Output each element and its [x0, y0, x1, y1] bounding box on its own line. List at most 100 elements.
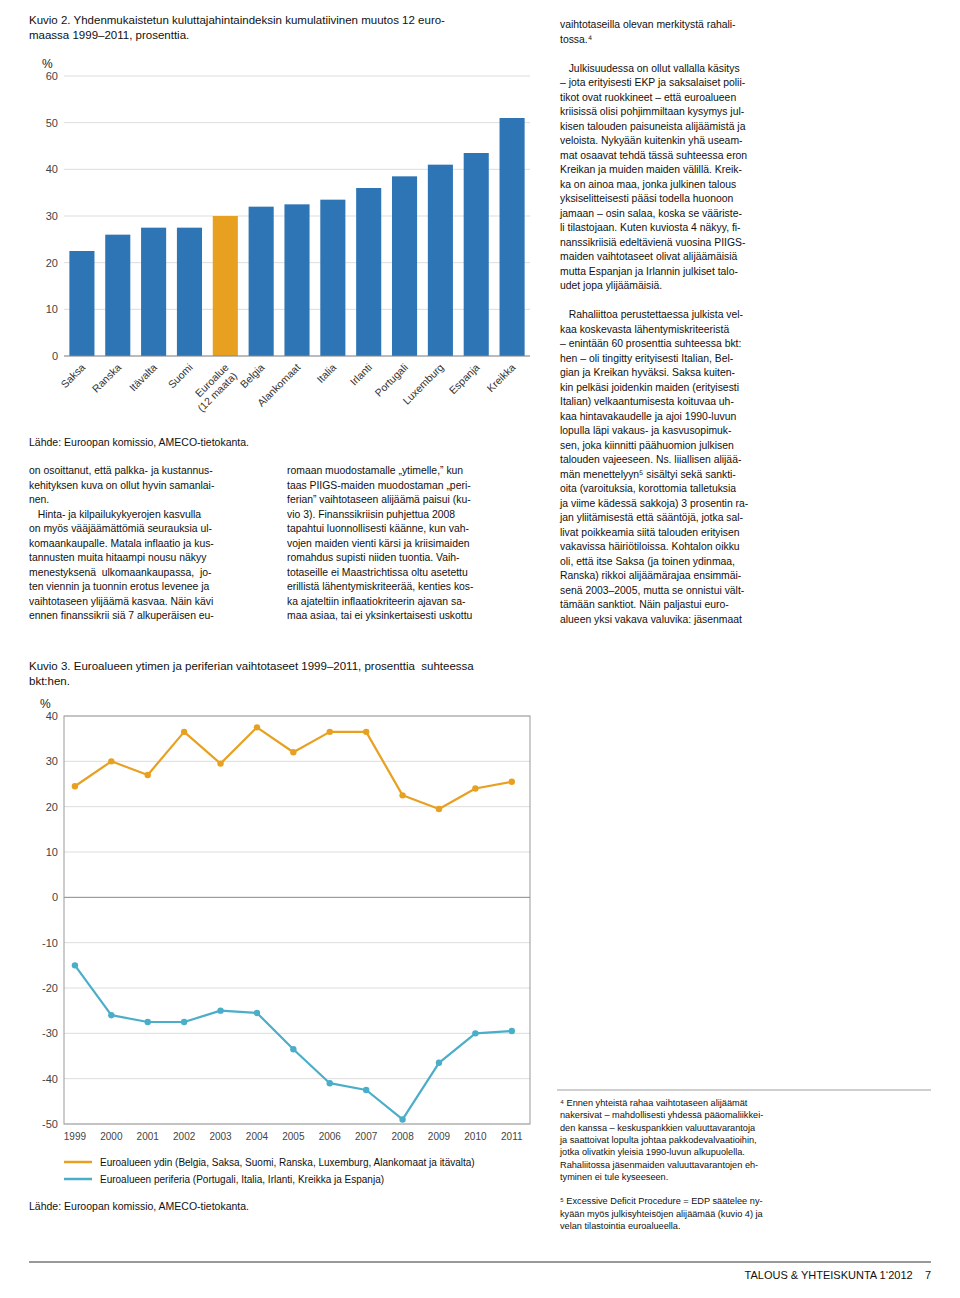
tick-label: Luxemburg — [400, 361, 446, 407]
bar — [284, 204, 309, 356]
point — [254, 1010, 260, 1016]
line-chart: Kuvio 3. Euroalueen ytimen ja periferian… — [29, 660, 530, 1212]
tick-label: Ranska — [90, 361, 124, 395]
text-line: oita (varoituksia, korottomia talletuksi… — [560, 483, 736, 494]
chart-title-line: bkt:hen. — [29, 675, 70, 687]
text-line: kin pelkäsi joidenkin maiden (erityisest… — [560, 382, 739, 393]
point — [363, 1087, 369, 1093]
point — [181, 729, 187, 735]
grid-line — [64, 1078, 530, 1079]
tick-label-line: (12 maata) — [195, 369, 239, 413]
text-line: romaan muodostamalle „ytimelle,” kun — [287, 465, 463, 476]
tick-label: 2009 — [428, 1131, 451, 1142]
tick-label-line: Itävalta — [127, 361, 160, 394]
tick-label: 2000 — [100, 1131, 123, 1142]
chart-title-line: Kuvio 2. Yhdenmukaistetun kuluttajahinta… — [29, 14, 445, 26]
point — [399, 792, 405, 798]
grid-line — [64, 1033, 530, 1034]
point — [472, 785, 478, 791]
text-line: kaa hintavakaudelle ja ajoi 1990-luvun — [560, 411, 736, 422]
text-line: – jota erityisesti EKP ja saksalaiset po… — [560, 77, 745, 88]
text-line: senä 2003–2005, mutta se onnistui vält- — [560, 585, 744, 596]
series-line — [75, 965, 512, 1119]
text-line: hen – oli tingitty erityisesti Italian, … — [560, 353, 733, 364]
text-line: livat poikkeamia siitä talouden erityise… — [560, 527, 740, 538]
tick-label: -10 — [42, 937, 58, 949]
text-line: vaihtotaseilla olevan merkitystä rahali- — [560, 19, 736, 30]
text-line: vakavissa häiriötiloissa. Kohtalon oikku — [560, 541, 740, 552]
text-line: nen. — [29, 494, 49, 505]
tick-label: -50 — [42, 1118, 58, 1130]
text-line: ennen finanssikrii siä 7 alkuperäisen eu… — [29, 610, 214, 621]
chart-title-line: maassa 1999–2011, prosenttia. — [29, 29, 189, 41]
bar — [69, 251, 94, 356]
tick-label: Espanja — [446, 361, 481, 396]
source: Lähde: Euroopan komissio, AMECO-tietokan… — [29, 436, 249, 448]
tick-label-line: Kreikka — [484, 361, 517, 394]
text-line: jamaan – osin salaa, koska se vääriste- — [559, 208, 742, 219]
tick-label: Belgia — [237, 361, 266, 390]
text-line: Kreikan ja muiden maiden välillä. Kreik- — [560, 164, 742, 175]
bar — [500, 118, 525, 356]
text-line: kriisissä olisi pohjimmiltaan kysymys ju… — [560, 106, 744, 117]
grid-line — [64, 356, 530, 357]
tick-label: -30 — [42, 1027, 58, 1039]
text-line: ferian” vaihtotaseen alijäämä paisui (ku… — [287, 494, 471, 505]
text-line: män menettelyyn⁵ sisältyi sekä sankti- — [560, 469, 736, 480]
bar — [249, 207, 274, 356]
grid-line — [64, 169, 530, 170]
tick-label: Saksa — [58, 361, 87, 390]
grid-line — [64, 76, 530, 77]
point — [399, 1116, 405, 1122]
bar — [356, 188, 381, 356]
point — [108, 1012, 114, 1018]
text-line: maiden vaihtotaseet olivat alijäämäisiä — [560, 251, 738, 262]
lines — [72, 724, 515, 1123]
text-line: vio 3). Finanssikriisin puhjettua 2008 — [287, 509, 455, 520]
tick-label: 20 — [46, 257, 58, 269]
tick-label: Alankomaat — [255, 361, 303, 409]
text-line: udet jopa ylijäämäisiä. — [560, 280, 662, 291]
point — [436, 1060, 442, 1066]
text-line: jotka olivatkin yleisiä 1990-luvun alkup… — [559, 1147, 745, 1157]
text-line: kyään myös julkisyhteisöjen alijäämää (k… — [560, 1209, 764, 1219]
point — [509, 1028, 515, 1034]
source: Lähde: Euroopan komissio, AMECO-tietokan… — [29, 1200, 249, 1212]
bar — [105, 235, 130, 356]
grid-line — [64, 852, 530, 853]
text-line: sen, joka kiinnitti päähuomion julkisen — [560, 440, 734, 451]
footer: TALOUS & YHTEISKUNTA 1‘2012 7 — [745, 1269, 931, 1281]
tick-label-line: Irlanti — [347, 361, 374, 388]
point — [509, 779, 515, 785]
tick-label-line: Luxemburg — [400, 361, 446, 407]
text-line: nanssikriisiä edeltävienä vuosina PIIGS- — [560, 237, 745, 248]
tick-label: 60 — [46, 70, 58, 82]
point — [327, 1080, 333, 1086]
text-line: ten viennin ja tuonnin erotus levenee ja — [29, 581, 209, 592]
footer-rule — [29, 1262, 931, 1263]
text-line: tossa.⁴ — [560, 34, 592, 45]
tick-label: 40 — [46, 163, 58, 175]
text-line: mutta Espanjan ja Irlannin julkiset talo… — [560, 266, 738, 277]
tick-label: 0 — [52, 891, 58, 903]
text-line: Julkisuudessa on ollut vallalla käsitys — [560, 63, 740, 74]
text-line: veloista. Nykyään kuitenkin yhä useam- — [560, 135, 743, 146]
tick-label: Kreikka — [484, 361, 517, 394]
tick-label: 2007 — [355, 1131, 378, 1142]
text-line: velan tilastointia euroalueella. — [560, 1221, 681, 1231]
legend-swatch — [64, 1178, 92, 1181]
body-text: on osoittanut, että palkka- ja kustannus… — [29, 465, 214, 621]
point — [145, 1019, 151, 1025]
point — [181, 1019, 187, 1025]
text-line: Rahaliitossa jäsenmaiden valuuttavaranto… — [560, 1160, 758, 1170]
text-line: komaankaupalle. Matala inflaatio ja kus- — [29, 538, 214, 549]
bars — [69, 118, 524, 356]
text-line: tapahtui luonnollisesti käänne, kun vah- — [287, 523, 469, 534]
text-line: Hinta- ja kilpailukykyerojen kasvulla — [29, 509, 201, 520]
text-line: vaihtotaseen ylijäämä kasvaa. Näin kävi — [29, 596, 213, 607]
tick-label: 2004 — [246, 1131, 269, 1142]
text-line: tämään sanktiot. Näin paljastui euro- — [560, 599, 729, 610]
tick-label-line: Saksa — [58, 361, 87, 390]
text-line: talouden vajeeseen. Ns. liiallisen alijä… — [560, 454, 741, 465]
text-line: li tilastojaan. Kuten kuviosta 4 näkyy, … — [560, 222, 741, 233]
